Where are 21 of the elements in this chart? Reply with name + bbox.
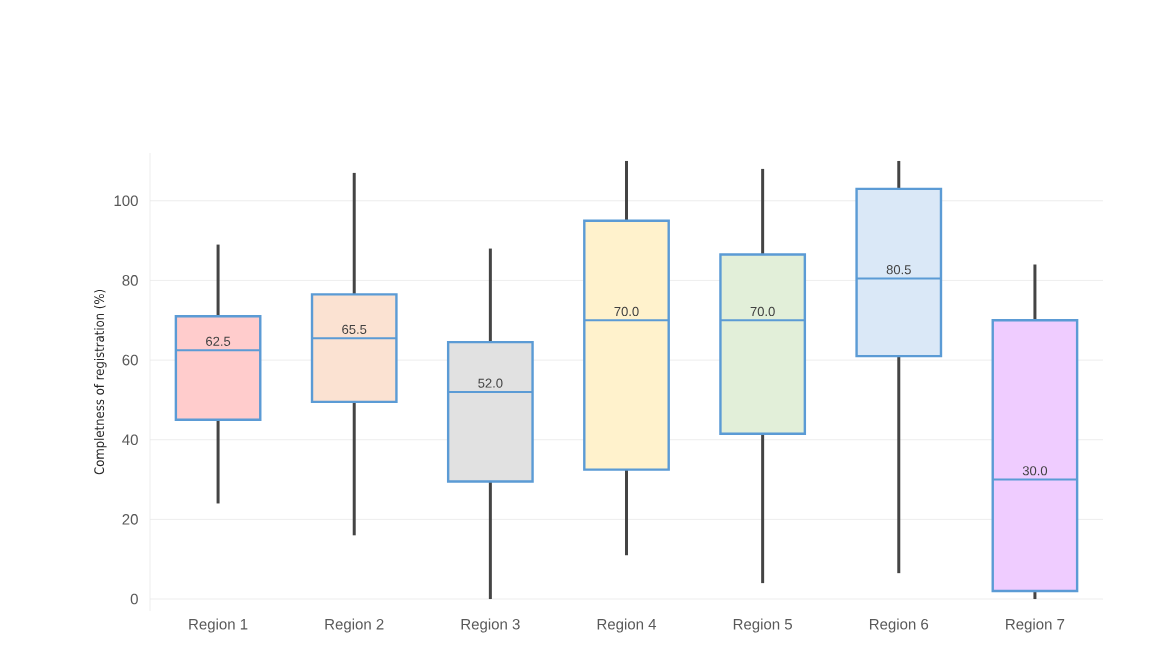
y-tick-label: 60 xyxy=(122,354,138,366)
text: 30.0 xyxy=(1022,466,1048,476)
y-tick-label: 0 xyxy=(130,593,138,605)
x-tick-label: Region 4 xyxy=(597,618,657,633)
y-tick-label: 40 xyxy=(122,434,138,446)
x-tick-label: Region 7 xyxy=(1006,618,1065,633)
text: 52.0 xyxy=(478,378,503,388)
y-tick-label: 100 xyxy=(114,195,138,207)
x-tick-label: Region 2 xyxy=(325,618,384,633)
y-tick-label: 20 xyxy=(122,514,138,525)
text: 65.5 xyxy=(342,324,367,334)
text: 80.5 xyxy=(886,265,911,275)
x-tick-label: Region 6 xyxy=(869,618,929,633)
x-tick-label: Region 3 xyxy=(461,618,520,633)
text: 70.0 xyxy=(750,306,775,317)
x-tick-label: Region 1 xyxy=(189,618,248,633)
x-tick-label: Region 5 xyxy=(733,618,793,633)
text: 70.0 xyxy=(614,306,639,317)
y-tick-label: 80 xyxy=(122,275,138,286)
text: 62.5 xyxy=(206,336,231,346)
y-axis-title: Completness of registration (%) xyxy=(94,289,107,475)
